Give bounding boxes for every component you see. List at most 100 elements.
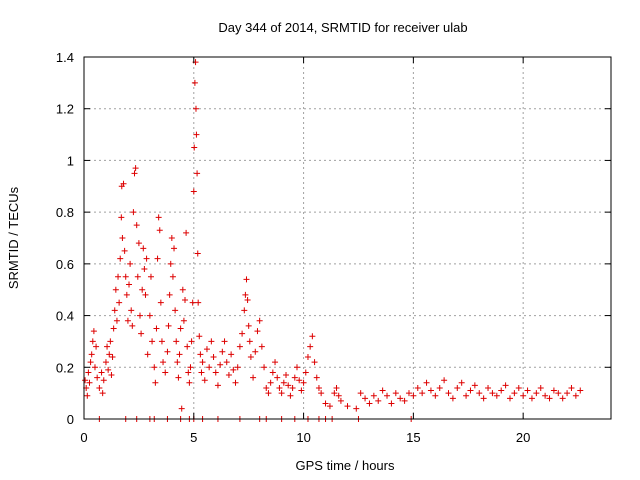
- data-point: [528, 395, 535, 402]
- data-point: [135, 240, 142, 247]
- data-point: [353, 405, 360, 412]
- data-point: [410, 392, 417, 399]
- data-point: [241, 307, 248, 314]
- data-point: [89, 338, 96, 345]
- data-point: [285, 382, 292, 389]
- data-point: [182, 297, 189, 304]
- data-point: [174, 359, 181, 366]
- data-point: [423, 379, 430, 386]
- data-point: [335, 392, 342, 399]
- y-tick-label: 0.4: [56, 309, 74, 324]
- data-point: [132, 165, 139, 172]
- data-point: [555, 390, 562, 397]
- data-point: [307, 343, 314, 350]
- data-point: [87, 359, 94, 366]
- data-point: [445, 390, 452, 397]
- data-point: [309, 333, 316, 340]
- data-point: [177, 325, 184, 332]
- data-point: [86, 379, 93, 386]
- data-point: [117, 255, 124, 262]
- data-point: [140, 245, 147, 252]
- plot-frame: [83, 56, 612, 420]
- data-point: [256, 317, 263, 324]
- data-point: [511, 390, 518, 397]
- data-point: [194, 250, 201, 257]
- data-point: [113, 317, 120, 324]
- data-point: [242, 291, 249, 298]
- data-point: [199, 359, 206, 366]
- data-point: [280, 379, 287, 386]
- data-point: [143, 255, 150, 262]
- data-point: [254, 328, 261, 335]
- data-point: [298, 387, 305, 394]
- data-point: [405, 390, 412, 397]
- data-point: [261, 364, 268, 371]
- x-axis-label: GPS time / hours: [296, 458, 395, 473]
- data-point: [515, 384, 522, 391]
- data-point: [105, 366, 112, 373]
- data-point: [223, 359, 230, 366]
- data-point: [388, 400, 395, 407]
- data-point: [318, 390, 325, 397]
- x-tick-label: 10: [296, 430, 310, 445]
- data-point: [379, 387, 386, 394]
- data-point: [91, 364, 98, 371]
- chart-title: Day 344 of 2014, SRMTID for receiver ula…: [218, 20, 467, 35]
- data-point: [247, 353, 254, 360]
- data-point: [176, 351, 183, 358]
- data-point: [300, 379, 307, 386]
- data-point: [160, 359, 167, 366]
- data-point: [123, 291, 130, 298]
- data-point: [157, 299, 164, 306]
- data-point: [577, 387, 584, 394]
- data-point: [141, 266, 148, 273]
- y-tick-label: 0.2: [56, 360, 74, 375]
- data-point: [289, 384, 296, 391]
- data-point: [139, 286, 146, 293]
- data-point: [210, 353, 217, 360]
- data-point: [104, 343, 111, 350]
- data-point: [110, 325, 117, 332]
- data-point: [188, 338, 195, 345]
- x-tick-label: 0: [80, 430, 87, 445]
- data-point: [165, 322, 172, 329]
- data-point: [225, 372, 232, 379]
- data-point: [537, 384, 544, 391]
- data-point: [129, 322, 136, 329]
- gridlines: [84, 57, 611, 419]
- data-point: [267, 379, 274, 386]
- data-point: [112, 286, 119, 293]
- data-point: [276, 384, 283, 391]
- data-point: [96, 384, 103, 391]
- data-point: [190, 188, 197, 195]
- data-point: [533, 390, 540, 397]
- data-point: [94, 374, 101, 381]
- data-point: [152, 379, 159, 386]
- data-point: [449, 395, 456, 402]
- data-point: [219, 348, 226, 355]
- data-point: [118, 214, 125, 221]
- data-point: [131, 170, 138, 177]
- data-point: [121, 247, 128, 254]
- data-point: [90, 328, 97, 335]
- data-point: [471, 382, 478, 389]
- data-point: [244, 297, 251, 304]
- data-point: [366, 400, 373, 407]
- data-point: [184, 343, 191, 350]
- data-point: [467, 387, 474, 394]
- data-point: [187, 364, 194, 371]
- data-point: [572, 392, 579, 399]
- y-tick-label: 1.2: [56, 102, 74, 117]
- data-point: [302, 369, 309, 376]
- data-point: [234, 364, 241, 371]
- data-point: [111, 307, 118, 314]
- data-point: [212, 369, 219, 376]
- data-point: [153, 325, 160, 332]
- data-point: [246, 338, 253, 345]
- data-point: [127, 260, 134, 267]
- data-point: [208, 338, 215, 345]
- x-tick-label: 15: [406, 430, 420, 445]
- data-point: [146, 312, 153, 319]
- data-point: [102, 359, 109, 366]
- data-point: [108, 372, 115, 379]
